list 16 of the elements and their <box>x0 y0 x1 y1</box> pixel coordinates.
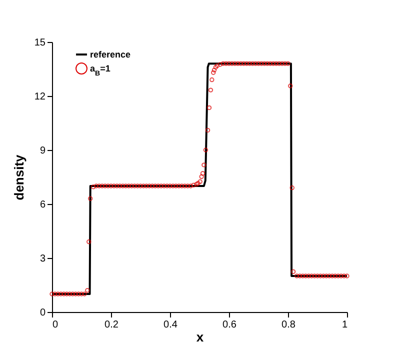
x-tick-label: 0.8 <box>282 320 296 330</box>
y-tick-label: 0 <box>40 308 46 318</box>
x-tick-label: 1 <box>342 320 348 330</box>
x-tick-label: 0.2 <box>104 320 119 330</box>
legend-label: a$_{B}$=1 <box>90 64 110 77</box>
y-tick-label: 6 <box>40 200 46 210</box>
y-tick-label: 12 <box>34 92 46 102</box>
legend-label: reference <box>90 50 131 60</box>
y-axis-title: density <box>11 154 26 200</box>
y-tick-label: 9 <box>40 146 46 156</box>
x-tick-label: 0.6 <box>222 320 237 330</box>
y-tick-label: 15 <box>34 38 46 48</box>
x-tick-label: 0 <box>52 320 58 330</box>
y-tick-label: 3 <box>40 254 46 264</box>
x-tick-label: 0.4 <box>164 320 178 330</box>
x-axis-title: x <box>196 330 204 344</box>
